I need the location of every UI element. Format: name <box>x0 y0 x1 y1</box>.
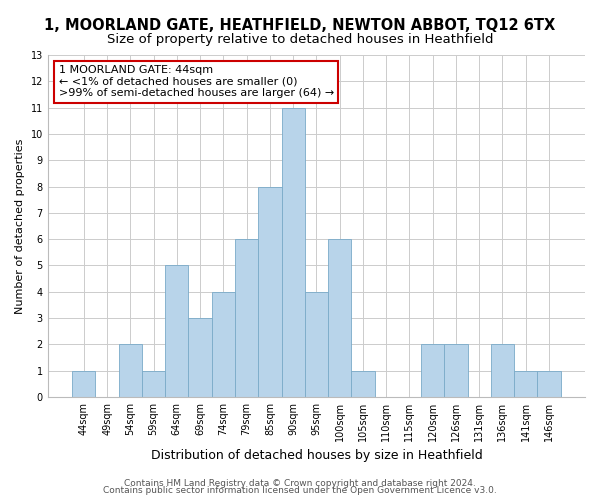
Bar <box>351 370 374 397</box>
Bar <box>119 344 142 397</box>
Bar <box>514 370 538 397</box>
Text: Contains public sector information licensed under the Open Government Licence v3: Contains public sector information licen… <box>103 486 497 495</box>
X-axis label: Distribution of detached houses by size in Heathfield: Distribution of detached houses by size … <box>151 450 482 462</box>
Text: Contains HM Land Registry data © Crown copyright and database right 2024.: Contains HM Land Registry data © Crown c… <box>124 478 476 488</box>
Bar <box>421 344 445 397</box>
Bar <box>72 370 95 397</box>
Bar <box>258 186 281 397</box>
Bar <box>445 344 467 397</box>
Bar <box>142 370 165 397</box>
Bar <box>491 344 514 397</box>
Bar <box>212 292 235 397</box>
Bar <box>235 239 258 397</box>
Y-axis label: Number of detached properties: Number of detached properties <box>15 138 25 314</box>
Bar <box>538 370 560 397</box>
Bar <box>188 318 212 397</box>
Text: 1, MOORLAND GATE, HEATHFIELD, NEWTON ABBOT, TQ12 6TX: 1, MOORLAND GATE, HEATHFIELD, NEWTON ABB… <box>44 18 556 32</box>
Bar <box>281 108 305 397</box>
Bar <box>305 292 328 397</box>
Text: Size of property relative to detached houses in Heathfield: Size of property relative to detached ho… <box>107 32 493 46</box>
Bar <box>328 239 351 397</box>
Text: 1 MOORLAND GATE: 44sqm
← <1% of detached houses are smaller (0)
>99% of semi-det: 1 MOORLAND GATE: 44sqm ← <1% of detached… <box>59 66 334 98</box>
Bar <box>165 266 188 397</box>
